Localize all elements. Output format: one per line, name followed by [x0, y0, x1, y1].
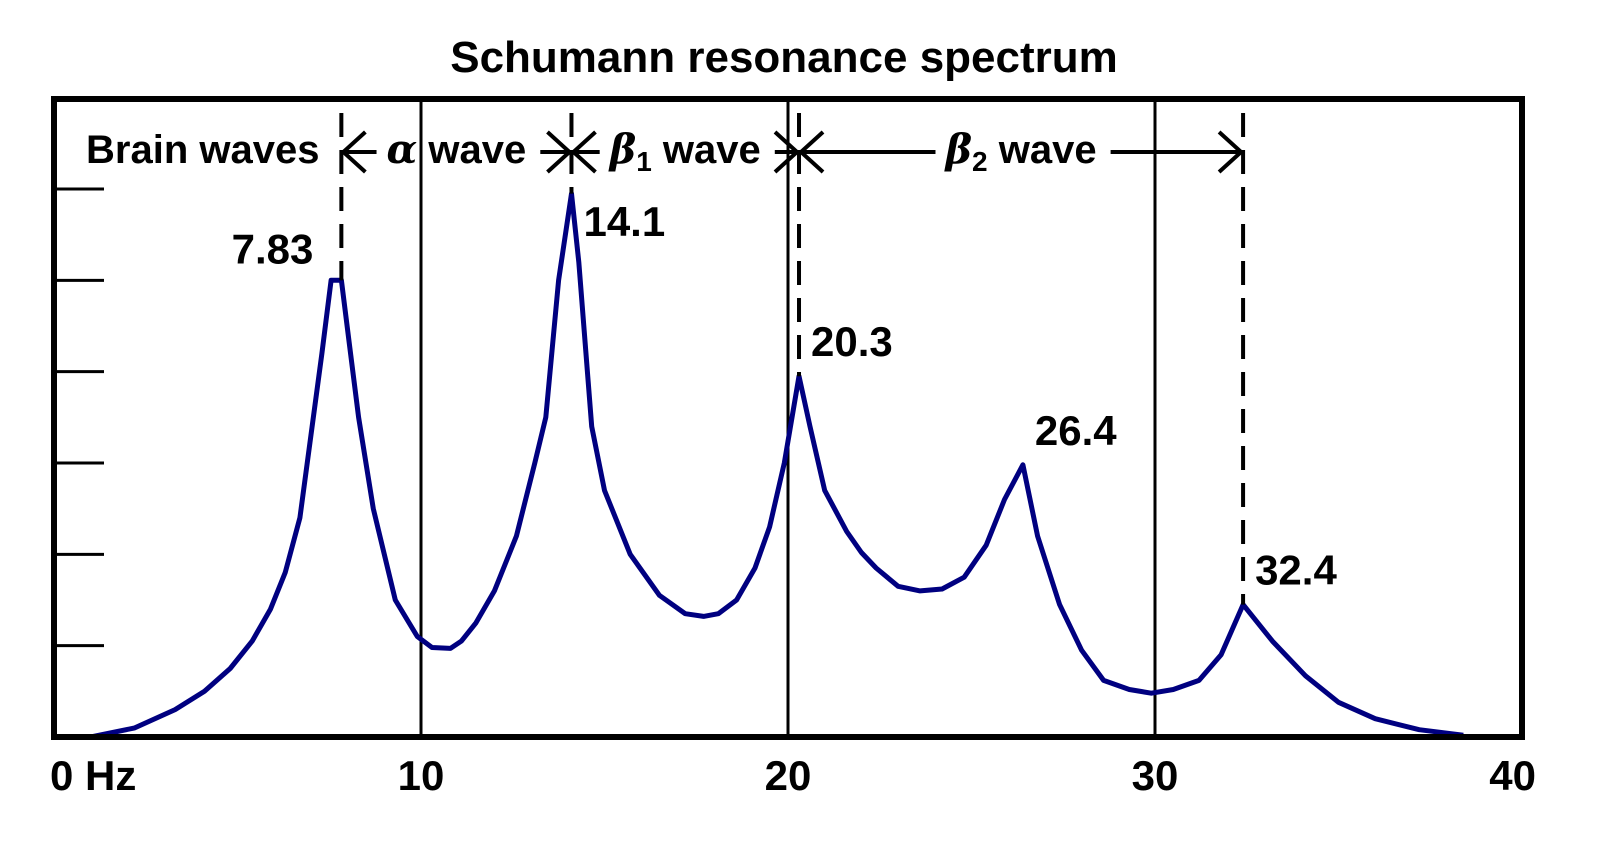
x-tick-label-10: 10 — [398, 752, 445, 799]
band-2: β2 wave — [798, 126, 1245, 177]
x-tick-label-40: 40 — [1489, 752, 1536, 799]
spectrum-line-0 — [90, 191, 1464, 740]
curve-layer — [90, 191, 1464, 740]
arrowhead-left-1 — [570, 130, 597, 174]
chart-title: Schumann resonance spectrum — [450, 33, 1118, 82]
x-tick-label-20: 20 — [765, 752, 812, 799]
peak-label-1: 14.1 — [583, 198, 665, 245]
bands-layer: α wave β1 wave β2 wave — [339, 113, 1246, 605]
arrowhead-right-0 — [546, 130, 573, 174]
x-tick-label-30: 30 — [1132, 752, 1179, 799]
brain-waves-heading: Brain waves — [86, 128, 319, 172]
y-ticks-layer — [54, 187, 104, 648]
arrowhead-right-1 — [773, 130, 800, 174]
peak-label-4: 32.4 — [1255, 547, 1337, 594]
grid-layer — [419, 99, 1157, 737]
peak-label-0: 7.83 — [232, 225, 314, 272]
plot-frame — [51, 96, 1525, 740]
labels-layer: 0 Hz 10 20 30 40 Brain waves 7.83 14.1 20.3 26.4 3… — [50, 128, 1536, 799]
band-label-1: β1 wave — [608, 126, 761, 177]
x-tick-label-0: 0 Hz — [50, 752, 136, 799]
arrowhead-left-0 — [340, 130, 367, 174]
arrowhead-right-2 — [1217, 130, 1245, 174]
peak-label-3: 26.4 — [1035, 407, 1117, 454]
peak-label-2: 20.3 — [811, 318, 893, 365]
arrowhead-left-2 — [798, 130, 825, 174]
band-label-2: β2 wave — [943, 126, 1096, 177]
band-label-0: α wave — [387, 126, 527, 173]
band-0: α wave — [340, 126, 573, 174]
band-1: β1 wave — [570, 126, 800, 177]
